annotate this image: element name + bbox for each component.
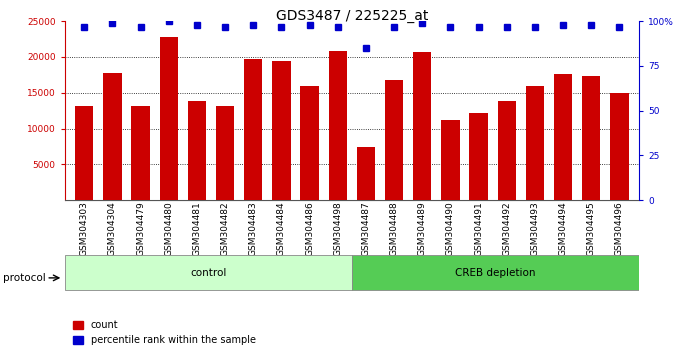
- Legend: count, percentile rank within the sample: count, percentile rank within the sample: [69, 316, 260, 349]
- Bar: [582, 76, 600, 200]
- Bar: [526, 86, 544, 200]
- FancyBboxPatch shape: [352, 255, 639, 290]
- Text: control: control: [190, 268, 226, 278]
- Bar: [301, 86, 319, 200]
- Bar: [469, 114, 488, 200]
- Bar: [554, 74, 573, 200]
- Bar: [611, 93, 628, 200]
- Text: CREB depletion: CREB depletion: [456, 268, 536, 278]
- Bar: [103, 73, 122, 200]
- Text: GDS3487 / 225225_at: GDS3487 / 225225_at: [275, 9, 428, 23]
- Text: protocol: protocol: [3, 273, 46, 283]
- Bar: [357, 147, 375, 200]
- Bar: [244, 59, 262, 200]
- Bar: [75, 106, 93, 200]
- Bar: [131, 105, 150, 200]
- Bar: [272, 61, 290, 200]
- Bar: [216, 106, 235, 200]
- Bar: [441, 120, 460, 200]
- FancyBboxPatch shape: [65, 255, 352, 290]
- Bar: [498, 101, 516, 200]
- Bar: [188, 101, 206, 200]
- Bar: [385, 80, 403, 200]
- Bar: [328, 51, 347, 200]
- Bar: [160, 37, 178, 200]
- Bar: [413, 52, 432, 200]
